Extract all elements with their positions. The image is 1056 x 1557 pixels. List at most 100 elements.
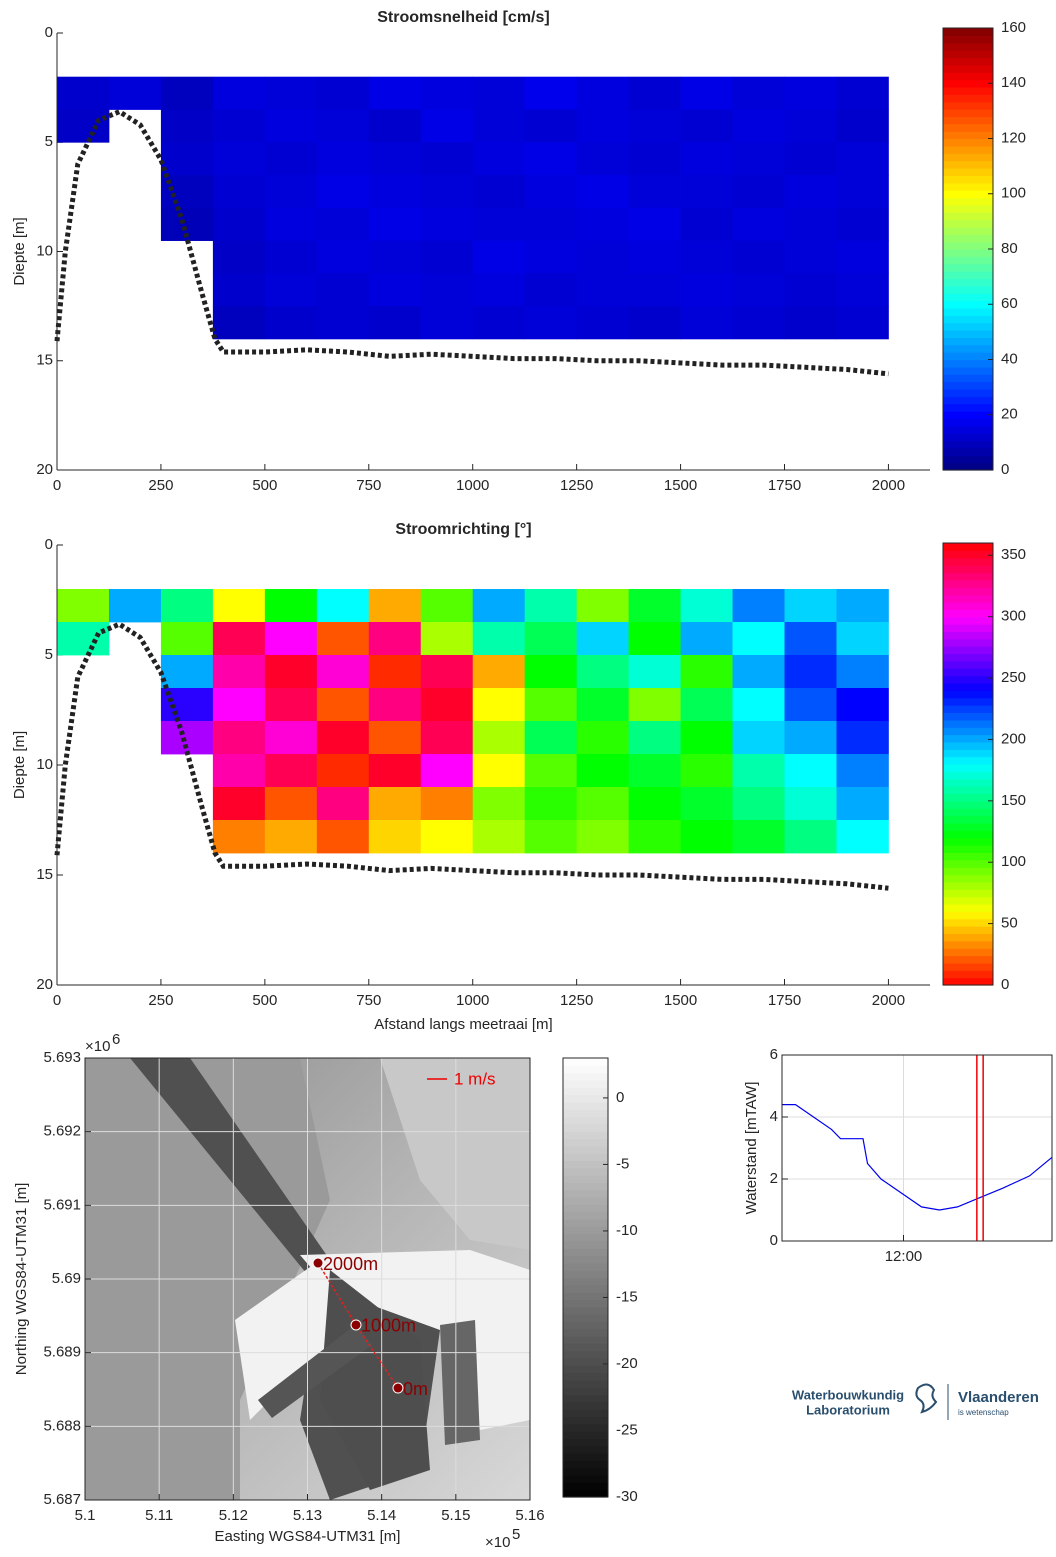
colorbar-swatch (563, 1131, 608, 1140)
heat-cell (316, 622, 370, 656)
x-tick-label: 5.16 (515, 1507, 544, 1524)
heat-cell (784, 754, 837, 788)
x-tick-label: 5.12 (219, 1507, 248, 1524)
colorbar-swatch (943, 315, 993, 324)
heat-cell (628, 240, 681, 274)
colorbar-tick-label: 350 (1001, 546, 1026, 563)
heat-cell (420, 655, 474, 689)
heat-cell (316, 787, 370, 821)
heat-cell (680, 622, 733, 656)
colorbar-swatch (943, 697, 993, 706)
colorbar-swatch (563, 1365, 608, 1374)
colorbar-swatch (943, 226, 993, 235)
heat-cell (524, 306, 578, 340)
heat-cell (212, 175, 266, 209)
track-point (312, 1257, 324, 1269)
heat-cell (264, 175, 318, 209)
heat-cell (732, 787, 785, 821)
heat-cell (368, 175, 422, 209)
heat-cell (784, 820, 837, 854)
colorbar-swatch (943, 433, 993, 442)
heat-cell (160, 589, 214, 623)
heat-cell (680, 589, 733, 623)
heat-cell (576, 688, 630, 722)
colorbar-swatch (943, 116, 993, 125)
colorbar-swatch (943, 727, 993, 736)
colorbar-swatch (943, 705, 993, 714)
heat-cell (368, 754, 422, 788)
colorbar-swatch (943, 285, 993, 294)
colorbar-swatch (563, 1189, 608, 1198)
colorbar-swatch (563, 1445, 608, 1454)
y-tick-label: 2 (770, 1170, 778, 1187)
heat-cell (264, 589, 318, 623)
colorbar-swatch (563, 1299, 608, 1308)
heat-cell (576, 754, 630, 788)
heat-cell (264, 240, 318, 274)
colorbar-swatch (563, 1314, 608, 1322)
colorbar-swatch (943, 867, 993, 876)
x-scale: ×10 (485, 1534, 510, 1551)
heat-cell (628, 306, 681, 340)
colorbar-swatch (943, 94, 993, 103)
colorbar-swatch (943, 977, 993, 986)
bed-line (54, 621, 889, 891)
colorbar-swatch (563, 1123, 608, 1132)
heat-cell (472, 820, 526, 854)
colorbar-swatch (943, 653, 993, 662)
colorbar-swatch (943, 307, 993, 316)
heat-cell (576, 142, 630, 176)
colorbar-swatch (563, 1394, 608, 1403)
colorbar-swatch (943, 447, 993, 456)
heat-cell (576, 240, 630, 274)
colorbar-swatch (943, 204, 993, 213)
heat-cell (680, 721, 733, 755)
y-axis-label: Diepte [m] (11, 731, 28, 799)
heat-cell (576, 207, 630, 241)
colorbar-swatch (943, 197, 993, 206)
heat-cell (680, 754, 733, 788)
colorbar-swatch (943, 565, 993, 574)
colorbar-swatch (563, 1197, 608, 1205)
heat-cell (212, 622, 266, 656)
colorbar-tick-label: 80 (1001, 240, 1018, 257)
colorbar-swatch (943, 845, 993, 853)
colorbar-tick-label: -5 (616, 1155, 629, 1172)
heat-cell (420, 306, 474, 340)
heat-cell (576, 175, 630, 209)
heat-cell (576, 76, 630, 110)
colorbar-swatch (943, 109, 993, 117)
colorbar-swatch (943, 388, 993, 397)
heat-cell (420, 754, 474, 788)
colorbar-swatch (563, 1109, 608, 1118)
heat-cell (212, 655, 266, 689)
y-tick-label: 15 (36, 866, 53, 883)
colorbar-swatch (943, 638, 993, 647)
heat-cell (628, 589, 681, 623)
heat-cell (316, 306, 370, 340)
colorbar-swatch (563, 1160, 608, 1169)
y-tick-label: 15 (36, 352, 53, 369)
axes-frame (781, 1054, 1053, 1242)
colorbar-swatch (943, 249, 993, 257)
colorbar-swatch (943, 712, 993, 721)
heat-cell (784, 273, 837, 307)
heat-cell (264, 622, 318, 656)
colorbar-swatch (943, 182, 993, 191)
heat-cell (420, 589, 474, 623)
colorbar-swatch (943, 86, 993, 95)
colorbar-swatch (943, 719, 993, 728)
heat-cell (836, 589, 889, 623)
colorbar-swatch (943, 874, 993, 883)
heat-cell (57, 622, 110, 656)
heat-cell (784, 175, 837, 209)
y-tick-label: 5.689 (43, 1344, 81, 1361)
colorbar-tick-label: 0 (616, 1089, 624, 1106)
heat-cell (212, 76, 266, 110)
heat-cell (316, 240, 370, 274)
colorbar-swatch (943, 50, 993, 59)
colorbar-tick-label: 0 (1001, 976, 1009, 993)
heat-cell (368, 622, 422, 656)
heat-cell (316, 175, 370, 209)
colorbar-swatch (943, 771, 993, 780)
